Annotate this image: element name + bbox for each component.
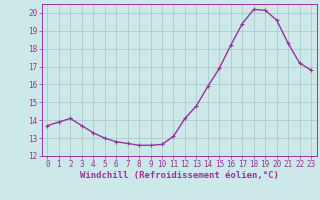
X-axis label: Windchill (Refroidissement éolien,°C): Windchill (Refroidissement éolien,°C): [80, 171, 279, 180]
